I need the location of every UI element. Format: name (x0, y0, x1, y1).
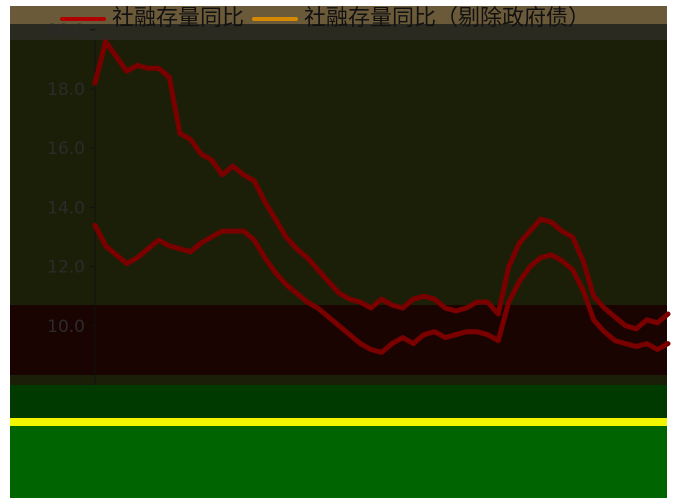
y-tick-label: 18.0 (47, 80, 85, 100)
legend-swatch-0 (60, 17, 106, 21)
y-tick-label: 12.0 (47, 258, 85, 278)
y-tick-label: 20.0 (47, 21, 85, 41)
legend-item-1: 社融存量同比（剔除政府债） (252, 8, 590, 30)
header-band-dark (10, 24, 667, 40)
legend-label-0: 社融存量同比 (112, 6, 245, 31)
y-ticks: 20.0 18.0 16.0 14.0 12.0 10.0 (47, 21, 95, 337)
bottom-band (10, 426, 667, 498)
legend: 社融存量同比 社融存量同比（剔除政府债） (60, 2, 667, 36)
legend-label-1: 社融存量同比（剔除政府债） (304, 6, 591, 31)
y-tick-label: 10.0 (47, 317, 85, 337)
series-lines (92, 39, 671, 355)
series-line-0 (92, 39, 671, 332)
yellow-strip (10, 418, 667, 426)
legend-item-0: 社融存量同比 (60, 8, 244, 30)
plot-shade (10, 305, 667, 375)
series-line-1 (92, 222, 671, 355)
header-band (10, 6, 667, 24)
legend-swatch-1 (252, 17, 299, 21)
y-tick-label: 16.0 (47, 139, 85, 159)
y-tick-label: 14.0 (47, 198, 85, 218)
